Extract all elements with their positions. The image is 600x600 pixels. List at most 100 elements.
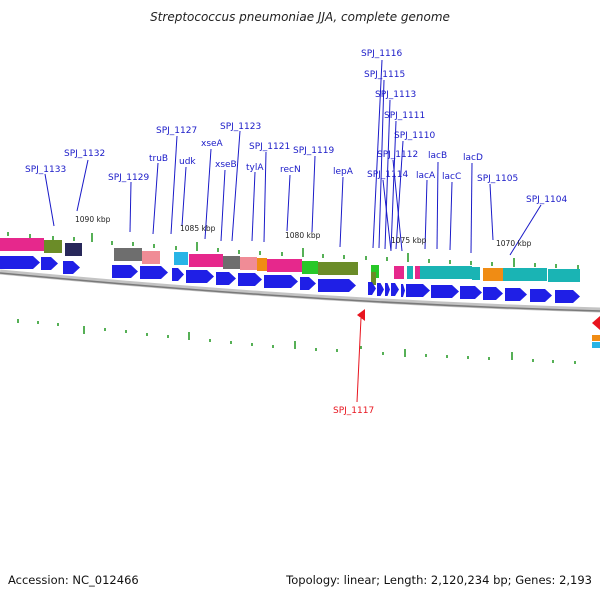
gene-label-spj1105[interactable]: SPJ_1105 xyxy=(477,174,518,184)
callout-line xyxy=(286,174,291,232)
callout-line xyxy=(129,181,132,233)
gene-arrow xyxy=(530,289,552,302)
callout-line xyxy=(424,179,428,250)
gene-label-tyla[interactable]: tylA xyxy=(246,163,264,173)
callout-line xyxy=(152,162,159,235)
feature-bar xyxy=(420,266,432,279)
scale-label-1080: 1080 kbp xyxy=(285,231,321,240)
genome-backbone xyxy=(0,269,600,313)
callout-line xyxy=(76,159,89,212)
gene-arrow xyxy=(483,287,503,300)
gene-label-spj1121[interactable]: SPJ_1121 xyxy=(249,142,290,152)
gene-label-spj1123[interactable]: SPJ_1123 xyxy=(220,122,261,132)
gene-label-trub[interactable]: truB xyxy=(149,154,168,164)
feature-bar xyxy=(415,266,420,279)
callout-line xyxy=(382,179,392,252)
gene-arrow xyxy=(406,284,430,297)
gene-label-lacc[interactable]: lacC xyxy=(442,172,461,182)
gene-label-spj1110[interactable]: SPJ_1110 xyxy=(394,131,435,141)
gene-label-spj1112[interactable]: SPJ_1112 xyxy=(377,150,418,160)
gene-label-spj1133[interactable]: SPJ_1133 xyxy=(25,165,66,175)
gene-label-spj1104[interactable]: SPJ_1104 xyxy=(526,195,567,205)
gene-label-udk[interactable]: udk xyxy=(179,157,196,167)
feature-bar xyxy=(432,266,472,279)
scale-ticks xyxy=(7,232,579,269)
callout-line xyxy=(251,171,256,242)
gene-arrow xyxy=(385,283,390,296)
callout-line xyxy=(231,130,241,242)
gene-arrow xyxy=(238,273,262,286)
feature-bar xyxy=(65,243,82,256)
gene-label-spj1119[interactable]: SPJ_1119 xyxy=(293,146,334,156)
gene-label-spj1111[interactable]: SPJ_1111 xyxy=(384,111,425,121)
feature-bar xyxy=(114,248,142,261)
callout-line xyxy=(339,176,344,248)
gene-arrow xyxy=(112,265,138,278)
gene-arrow-highlight-edge xyxy=(592,316,600,330)
gene-label-spj1116[interactable]: SPJ_1116 xyxy=(361,49,402,59)
gene-arrow xyxy=(0,256,40,269)
feature-bar xyxy=(174,252,188,265)
gene-label-spj1129[interactable]: SPJ_1129 xyxy=(108,173,149,183)
callout-line xyxy=(44,173,55,227)
callout-line xyxy=(356,317,362,403)
gene-label-spj1117[interactable]: SPJ_1117 xyxy=(333,406,374,416)
feature-bar xyxy=(223,256,240,269)
gene-callouts xyxy=(44,59,542,403)
gene-arrow-edge-orange xyxy=(592,335,600,341)
gene-label-lacb[interactable]: lacB xyxy=(428,151,447,161)
gene-label-laca[interactable]: lacA xyxy=(416,171,436,181)
gene-arrow xyxy=(555,290,580,303)
scale-labels: 1090 kbp 1085 kbp 1080 kbp 1075 kbp 1070… xyxy=(75,215,532,248)
gene-label-spj1115[interactable]: SPJ_1115 xyxy=(364,70,405,80)
callout-line xyxy=(395,140,404,250)
callout-line xyxy=(372,59,383,249)
callout-line xyxy=(436,161,439,250)
accession-text: Accession: NC_012466 xyxy=(8,573,139,587)
gene-arrow xyxy=(41,257,58,270)
feature-bar xyxy=(44,240,62,253)
feature-bar xyxy=(142,251,160,264)
callout-line xyxy=(384,99,391,250)
callout-line xyxy=(220,169,226,242)
callout-line xyxy=(311,155,316,233)
gene-label-xsea[interactable]: xseA xyxy=(201,139,224,149)
gene-label-spj1113[interactable]: SPJ_1113 xyxy=(375,90,416,100)
feature-bar xyxy=(371,265,379,278)
scale-label-1090: 1090 kbp xyxy=(75,215,111,224)
feature-bar xyxy=(257,258,267,271)
feature-bars xyxy=(0,238,580,285)
gene-arrow-highlight xyxy=(357,309,365,321)
callout-line xyxy=(378,79,385,249)
feature-bar xyxy=(548,269,580,282)
feature-bar xyxy=(240,257,257,270)
gene-label-spj1127[interactable]: SPJ_1127 xyxy=(156,126,197,136)
gene-arrow xyxy=(505,288,527,301)
gene-arrow xyxy=(300,277,316,290)
feature-bar xyxy=(371,272,376,285)
feature-bar xyxy=(407,266,413,279)
gene-label-spj1114[interactable]: SPJ_1114 xyxy=(367,170,408,180)
gene-label-lacd[interactable]: lacD xyxy=(463,153,483,163)
genome-backbone-edge xyxy=(0,272,600,312)
gene-arrow xyxy=(186,270,214,283)
feature-bar xyxy=(302,261,318,274)
feature-bar xyxy=(0,238,44,251)
gene-arrow xyxy=(140,266,168,279)
gene-label-xseb[interactable]: xseB xyxy=(215,160,237,170)
gene-label-lepa[interactable]: lepA xyxy=(333,167,354,177)
callout-line xyxy=(392,159,403,252)
gene-arrow xyxy=(368,282,376,295)
gene-label-spj1132[interactable]: SPJ_1132 xyxy=(64,149,105,159)
callout-line xyxy=(489,183,494,241)
feature-bar xyxy=(189,254,223,267)
gene-arrow xyxy=(391,283,399,296)
feature-bar xyxy=(503,268,547,281)
gene-labels[interactable]: SPJ_1133 SPJ_1132 SPJ_1129 truB SPJ_1127… xyxy=(25,49,567,416)
callout-line xyxy=(470,162,473,254)
gene-arrow xyxy=(318,279,356,292)
feature-bar xyxy=(267,259,302,272)
gene-arrow xyxy=(172,268,184,281)
gene-label-recn[interactable]: recN xyxy=(280,165,301,175)
